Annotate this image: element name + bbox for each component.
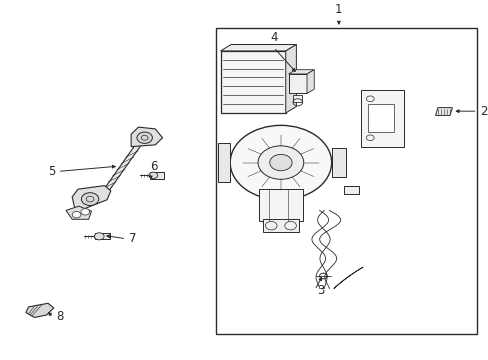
Bar: [293, 95, 302, 102]
Polygon shape: [66, 206, 91, 219]
Polygon shape: [72, 186, 111, 212]
Text: 4: 4: [269, 31, 277, 44]
Circle shape: [137, 132, 152, 143]
Bar: [343, 186, 359, 194]
Text: 6: 6: [150, 160, 158, 173]
Bar: [331, 148, 346, 177]
Polygon shape: [288, 70, 314, 74]
Bar: [215, 28, 476, 334]
Polygon shape: [285, 45, 296, 113]
Polygon shape: [435, 108, 451, 116]
Circle shape: [81, 209, 89, 215]
Text: 7: 7: [128, 232, 136, 245]
Circle shape: [258, 146, 303, 179]
Bar: [367, 104, 394, 132]
Circle shape: [81, 193, 99, 206]
Bar: [262, 219, 299, 233]
Circle shape: [269, 154, 291, 171]
Polygon shape: [306, 70, 314, 94]
Bar: [288, 74, 306, 94]
Circle shape: [94, 233, 104, 240]
Polygon shape: [220, 45, 296, 51]
Bar: [220, 51, 285, 113]
Polygon shape: [100, 139, 145, 195]
Circle shape: [72, 211, 81, 218]
Bar: [360, 90, 403, 147]
Bar: [95, 233, 110, 239]
Text: 5: 5: [48, 165, 55, 178]
Bar: [259, 189, 302, 221]
Polygon shape: [26, 303, 54, 318]
Text: 1: 1: [334, 3, 342, 16]
Polygon shape: [218, 143, 230, 182]
Text: 8: 8: [56, 310, 63, 323]
Bar: [149, 172, 163, 179]
Text: 3: 3: [317, 284, 324, 297]
Text: 2: 2: [479, 105, 487, 118]
Polygon shape: [131, 127, 162, 147]
Circle shape: [149, 172, 158, 179]
Circle shape: [230, 125, 331, 200]
